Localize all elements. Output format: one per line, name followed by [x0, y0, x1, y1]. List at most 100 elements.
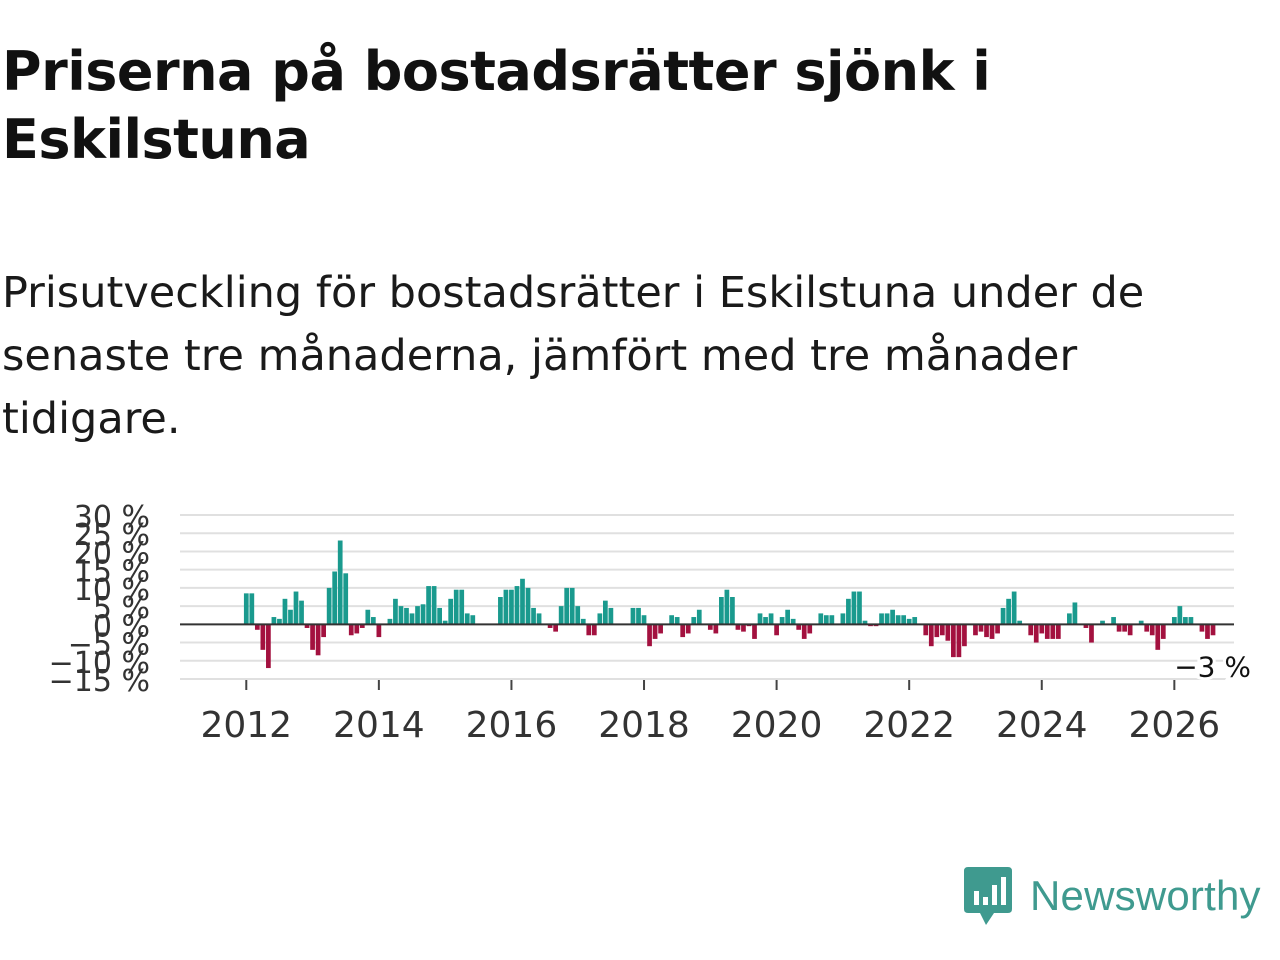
bar: [1116, 624, 1122, 632]
bar: [1067, 613, 1072, 625]
bar: [790, 618, 796, 625]
bar: [719, 597, 724, 625]
bar: [840, 613, 846, 625]
bar: [1177, 606, 1183, 625]
bar: [1028, 624, 1034, 636]
y-tick-label: −15 %: [49, 664, 150, 699]
bar: [332, 571, 338, 625]
bar: [1033, 624, 1039, 643]
bar: [602, 600, 608, 625]
bar: [514, 586, 520, 625]
bar: [879, 613, 884, 625]
bar: [1039, 624, 1045, 634]
bar: [912, 617, 918, 625]
bar: [685, 624, 691, 634]
chart-subtitle: Prisutveckling för bostadsrätter i Eskil…: [2, 268, 1145, 444]
bar: [282, 598, 288, 625]
y-tick-label: −10 %: [49, 646, 150, 681]
bar: [1100, 620, 1105, 625]
bar: [928, 624, 934, 647]
bar: [939, 624, 945, 636]
bar: [934, 624, 940, 638]
bar: [520, 578, 525, 625]
bar: [801, 624, 807, 639]
bar: [271, 617, 277, 625]
bar: [553, 624, 559, 632]
bar: [857, 591, 862, 625]
bar: [1006, 598, 1011, 625]
bar: [464, 613, 470, 625]
bar: [365, 609, 371, 625]
bar: [503, 589, 509, 625]
bar: [995, 624, 1000, 634]
bar: [337, 540, 343, 625]
bar: [1155, 624, 1161, 650]
bar: [531, 607, 536, 625]
bar: [420, 604, 426, 625]
bar: [785, 609, 791, 625]
bar: [547, 624, 553, 628]
bar: [575, 606, 581, 625]
bar: [658, 624, 663, 634]
bar: [890, 609, 895, 625]
bar: [1138, 620, 1144, 625]
bar: [741, 624, 746, 632]
bar: [404, 607, 409, 625]
y-tick-label: 30 %: [74, 500, 150, 535]
bar: [315, 624, 321, 656]
bar: [951, 624, 956, 658]
bar: [1017, 620, 1023, 625]
bar: [459, 589, 465, 625]
bar: [757, 613, 763, 625]
bar: [415, 606, 420, 625]
bar: [829, 615, 835, 625]
bar: [1083, 624, 1089, 628]
bar: [956, 624, 962, 658]
bar: [558, 606, 564, 625]
bar: [630, 607, 636, 625]
y-tick-label: 0 %: [93, 609, 150, 644]
bar: [536, 613, 542, 625]
bar: [846, 598, 851, 625]
bar: [254, 624, 260, 630]
bar: [724, 589, 730, 625]
bar: [895, 615, 901, 625]
bar: [945, 624, 951, 641]
bar: [978, 624, 984, 632]
bar: [1149, 624, 1155, 636]
bar: [393, 598, 398, 625]
bar: [707, 624, 713, 630]
chart-title: Priserna på bostadsrätter sjönk i Eskils…: [2, 40, 991, 171]
bar: [398, 606, 404, 625]
bar: [691, 617, 697, 625]
bar: [608, 607, 614, 625]
bar: [1144, 624, 1150, 632]
bar: [321, 624, 326, 638]
bar: [636, 607, 641, 625]
bar: [580, 618, 586, 625]
bar: [696, 609, 702, 625]
bar: [680, 624, 686, 638]
bar: [779, 617, 785, 625]
bar: [807, 624, 813, 634]
x-tick-label: 2016: [466, 705, 558, 746]
bar: [376, 624, 382, 638]
bar: [713, 624, 719, 634]
brand[interactable]: Newsworthy: [962, 864, 1261, 928]
bar: [453, 589, 459, 625]
newsworthy-logo-icon: [964, 867, 1012, 925]
bar: [1111, 617, 1116, 625]
bar: [768, 613, 774, 625]
bar: [304, 624, 310, 628]
x-tick-label: 2024: [996, 705, 1088, 746]
bar: [1205, 624, 1210, 639]
x-tick-label: 2012: [200, 705, 292, 746]
bar: [431, 586, 437, 625]
bar: [1050, 624, 1056, 639]
last-value-annotation: −3 %: [1174, 650, 1251, 683]
y-tick-label: 15 %: [74, 555, 150, 590]
bar: [669, 615, 675, 625]
bar: [426, 586, 431, 625]
bar: [1188, 617, 1194, 625]
bar: [409, 613, 415, 625]
